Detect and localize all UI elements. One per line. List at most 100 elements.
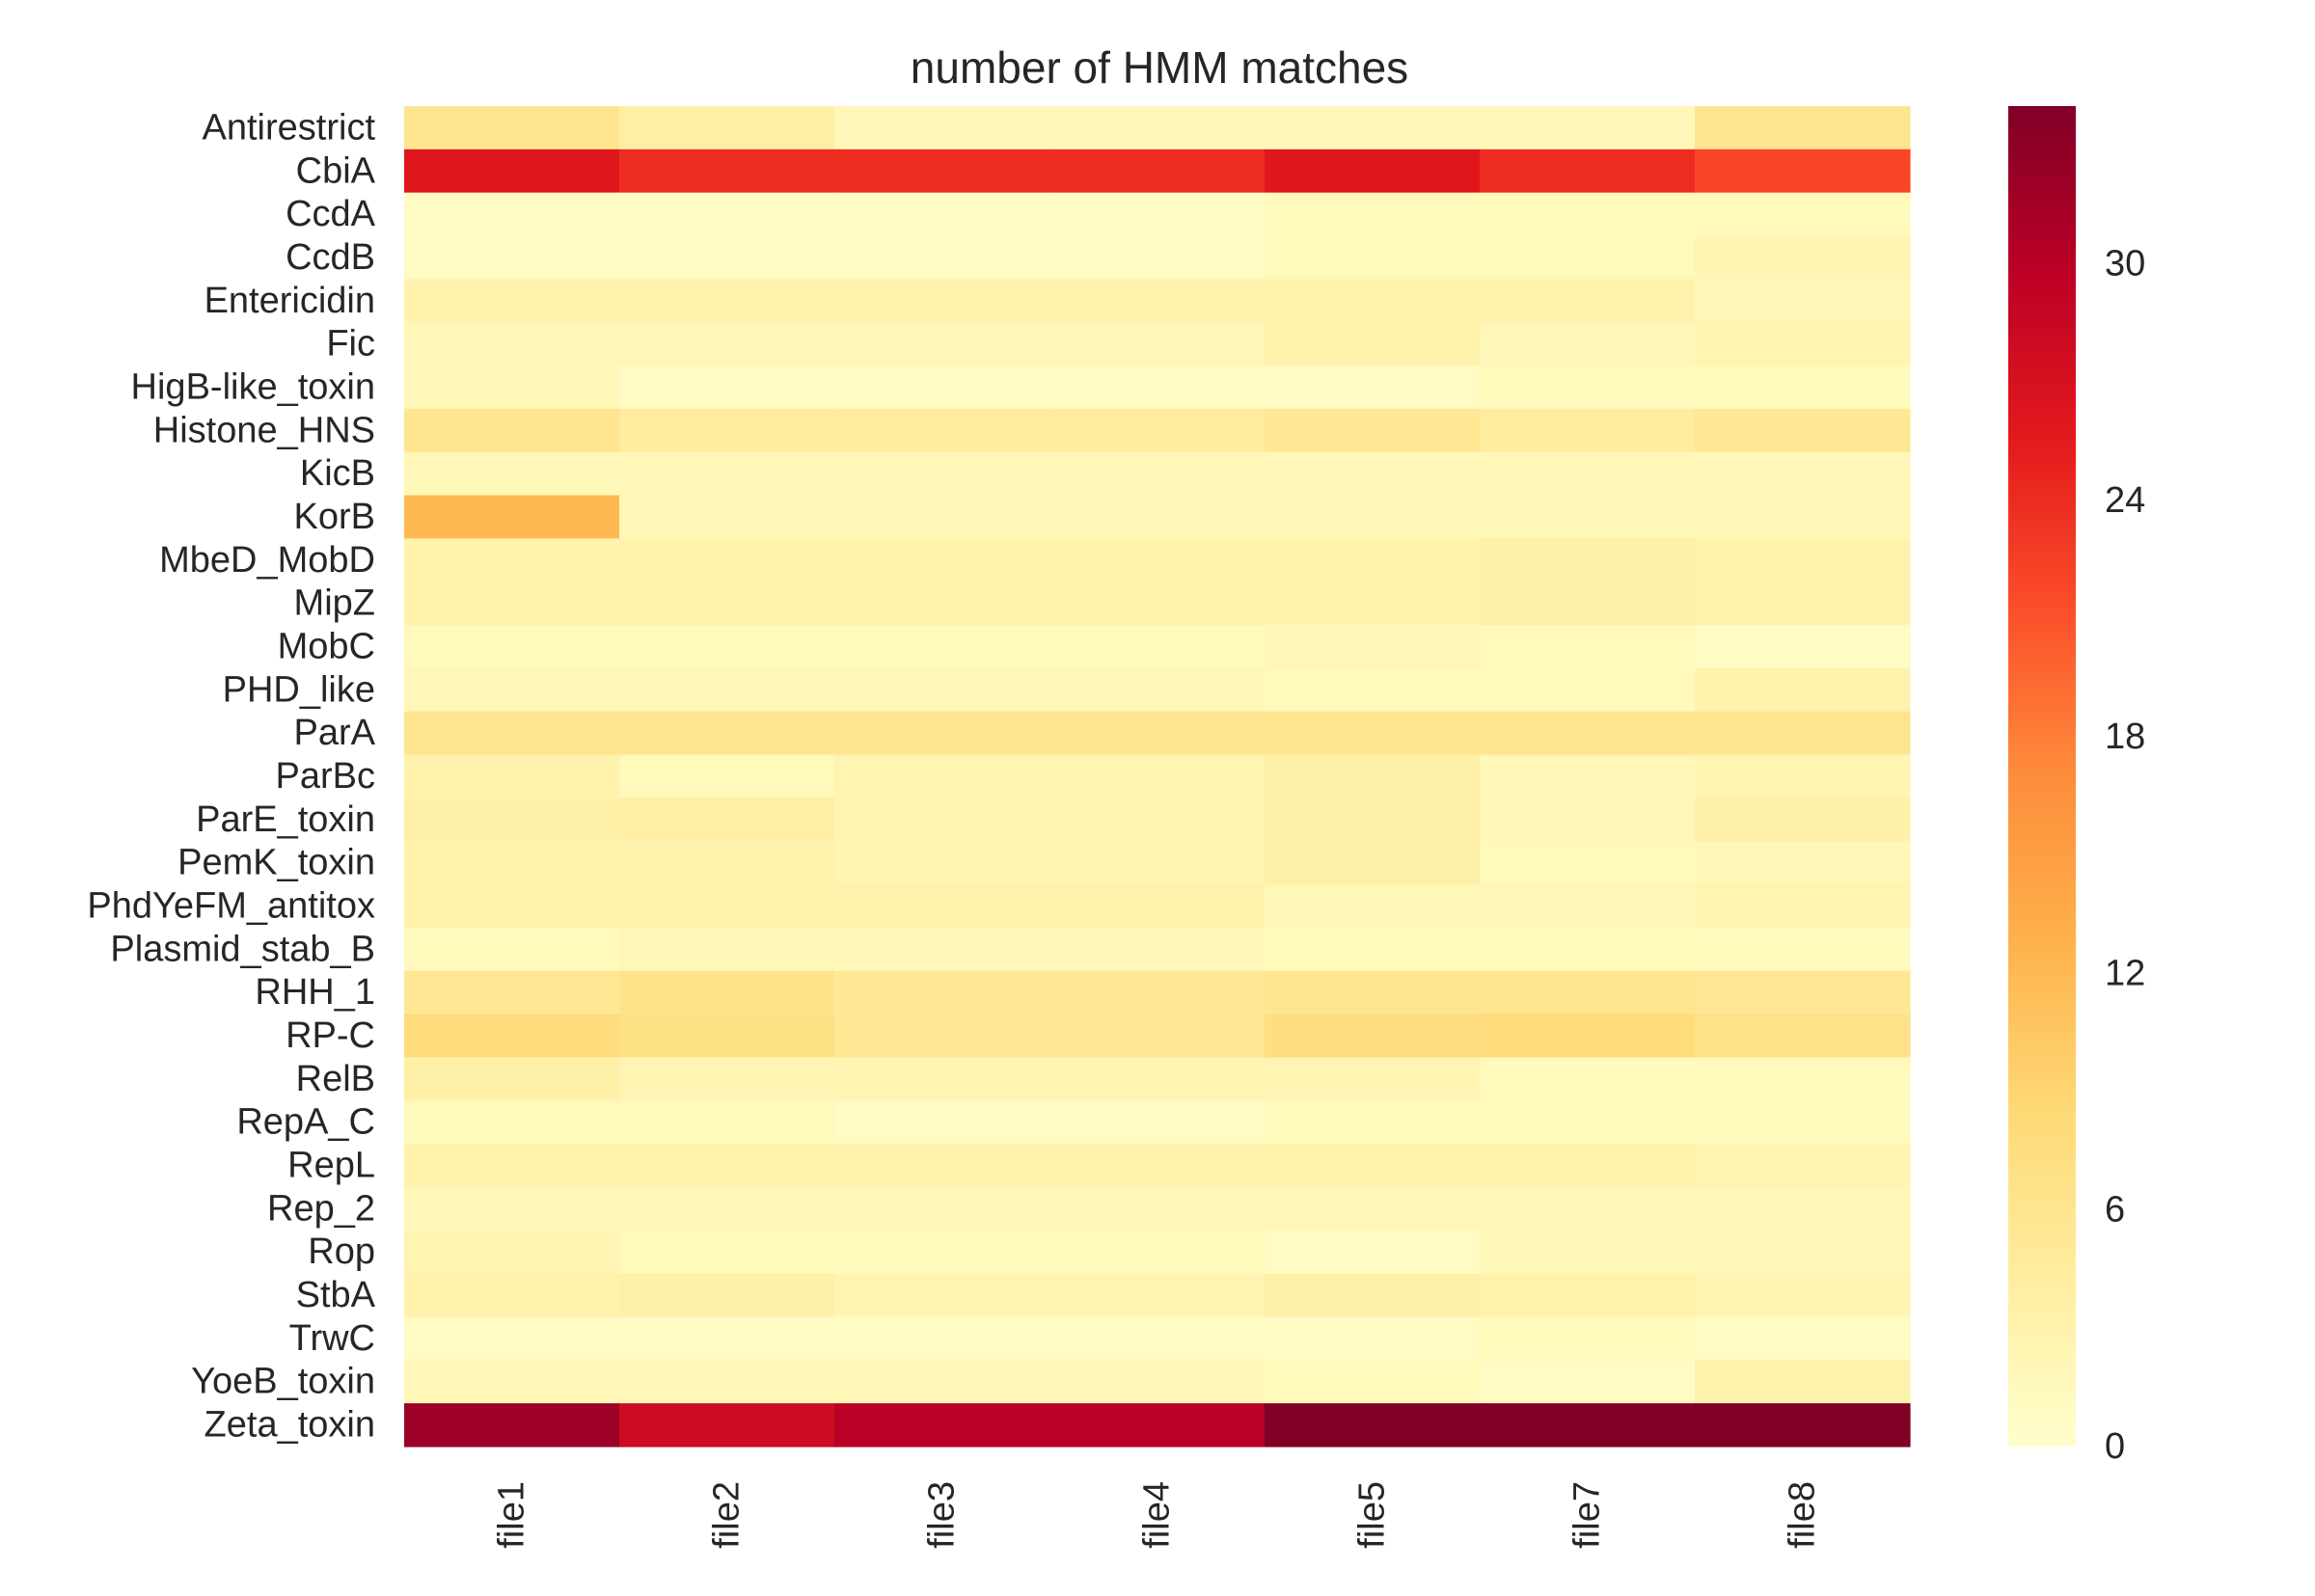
heatmap-cell-CcdB-file5 — [1265, 235, 1481, 280]
row-label-ParA: ParA — [294, 713, 376, 753]
heatmap-cell-TrwC-file4 — [1049, 1316, 1266, 1361]
heatmap-cell-StbA-file3 — [834, 1273, 1050, 1318]
row-label-KicB: KicB — [300, 453, 375, 494]
row-label-ParE_toxin: ParE_toxin — [196, 799, 375, 840]
heatmap-cell-PHD_like-file8 — [1695, 667, 1911, 713]
heatmap-cell-RHH_1-file5 — [1265, 970, 1481, 1015]
heatmap-cell-Rep_2-file5 — [1265, 1186, 1481, 1231]
heatmap-cell-PemK_toxin-file8 — [1695, 841, 1911, 885]
heatmap-cell-TrwC-file8 — [1695, 1316, 1911, 1361]
heatmap-cell-RepL-file3 — [834, 1144, 1050, 1188]
heatmap-cell-Plasmid_stab_B-file5 — [1265, 927, 1481, 972]
heatmap-cell-KorB-file1 — [404, 495, 620, 539]
heatmap-cell-PemK_toxin-file5 — [1265, 841, 1481, 885]
heatmap-cell-Rop-file5 — [1265, 1230, 1481, 1275]
heatmap-cell-Fic-file4 — [1049, 322, 1266, 366]
heatmap-cell-YoeB_toxin-file7 — [1480, 1360, 1696, 1404]
heatmap-cell-RHH_1-file2 — [619, 970, 835, 1015]
heatmap-cell-RelB-file5 — [1265, 1057, 1481, 1101]
heatmap-cell-RP-C-file8 — [1695, 1014, 1911, 1059]
heatmap-cell-YoeB_toxin-file4 — [1049, 1360, 1266, 1404]
heatmap-cell-PhdYeFM_antitox-file4 — [1049, 884, 1266, 929]
heatmap-cell-Histone_HNS-file1 — [404, 408, 620, 453]
heatmap-cell-Histone_HNS-file8 — [1695, 408, 1911, 453]
heatmap-cell-KorB-file7 — [1480, 495, 1696, 539]
heatmap-cell-RepL-file4 — [1049, 1144, 1266, 1188]
row-label-Plasmid_stab_B: Plasmid_stab_B — [110, 929, 375, 969]
colorbar-tick-12: 12 — [2105, 953, 2145, 993]
heatmap-cell-ParBc-file5 — [1265, 754, 1481, 799]
heatmap-cell-ParBc-file2 — [619, 754, 835, 799]
row-label-PemK_toxin: PemK_toxin — [177, 843, 375, 883]
heatmap-cell-CcdA-file7 — [1480, 192, 1696, 237]
column-label-file5: file5 — [1352, 1481, 1393, 1549]
heatmap-cell-PhdYeFM_antitox-file2 — [619, 884, 835, 929]
heatmap-cell-PhdYeFM_antitox-file8 — [1695, 884, 1911, 929]
heatmap-cell-CcdB-file4 — [1049, 235, 1266, 280]
column-labels: file1 file2 file3 file4 file5 file7 file8 — [492, 1481, 1823, 1549]
heatmap-cell-KicB-file5 — [1265, 451, 1481, 497]
heatmap-cell-Fic-file3 — [834, 322, 1050, 366]
heatmap-cell-CcdB-file7 — [1480, 235, 1696, 280]
heatmap-cell-PHD_like-file1 — [404, 667, 620, 713]
heatmap-cell-Zeta_toxin-file5 — [1265, 1403, 1481, 1447]
heatmap-cell-RP-C-file5 — [1265, 1014, 1481, 1059]
heatmap-cell-CbiA-file5 — [1265, 149, 1481, 194]
heatmap-cell-MbeD_MobD-file3 — [834, 538, 1050, 582]
heatmap-cell-Rop-file4 — [1049, 1230, 1266, 1275]
colorbar-tick-18: 18 — [2105, 717, 2145, 757]
heatmap-cell-MbeD_MobD-file1 — [404, 538, 620, 582]
heatmap-cell-Rep_2-file4 — [1049, 1186, 1266, 1231]
heatmap-cell-TrwC-file1 — [404, 1316, 620, 1361]
heatmap-cell-Rep_2-file7 — [1480, 1186, 1696, 1231]
heatmap-cell-RP-C-file4 — [1049, 1014, 1266, 1059]
heatmap-cell-CbiA-file4 — [1049, 149, 1266, 194]
row-label-Zeta_toxin: Zeta_toxin — [204, 1405, 375, 1446]
heatmap-cell-Entericidin-file1 — [404, 279, 620, 323]
heatmap-cell-ParA-file7 — [1480, 711, 1696, 756]
heatmap-cell-Fic-file5 — [1265, 322, 1481, 366]
heatmap-cell-RP-C-file1 — [404, 1014, 620, 1059]
heatmap-cell-CcdB-file3 — [834, 235, 1050, 280]
heatmap-cell-MipZ-file1 — [404, 582, 620, 626]
heatmap-cell-RelB-file4 — [1049, 1057, 1266, 1101]
row-label-KorB: KorB — [294, 497, 375, 537]
heatmap-cell-MobC-file7 — [1480, 625, 1696, 669]
heatmap-cell-ParBc-file1 — [404, 754, 620, 799]
heatmap-cell-ParA-file8 — [1695, 711, 1911, 756]
row-label-CbiA: CbiA — [296, 150, 376, 191]
heatmap-cell-CbiA-file3 — [834, 149, 1050, 194]
heatmap-cell-Histone_HNS-file7 — [1480, 408, 1696, 453]
heatmap-cell-CcdB-file8 — [1695, 235, 1911, 280]
row-label-PhdYeFM_antitox: PhdYeFM_antitox — [87, 886, 375, 927]
heatmap-cell-MbeD_MobD-file5 — [1265, 538, 1481, 582]
row-label-Fic: Fic — [326, 324, 375, 365]
heatmap-cell-YoeB_toxin-file1 — [404, 1360, 620, 1404]
row-label-HigB-like_toxin: HigB-like_toxin — [131, 366, 375, 407]
heatmap-cell-CcdA-file5 — [1265, 192, 1481, 237]
row-label-MbeD_MobD: MbeD_MobD — [159, 540, 375, 581]
row-label-RelB: RelB — [296, 1059, 375, 1099]
heatmap-cell-PhdYeFM_antitox-file3 — [834, 884, 1050, 929]
heatmap-cell-HigB-like_toxin-file5 — [1265, 365, 1481, 410]
heatmap-cell-RepL-file1 — [404, 1144, 620, 1188]
heatmap-cell-HigB-like_toxin-file8 — [1695, 365, 1911, 410]
row-label-StbA: StbA — [296, 1275, 376, 1315]
heatmap-cell-RHH_1-file4 — [1049, 970, 1266, 1015]
heatmap-cell-CcdA-file8 — [1695, 192, 1911, 237]
heatmap-cell-YoeB_toxin-file8 — [1695, 1360, 1911, 1404]
heatmap-cell-ParBc-file8 — [1695, 754, 1911, 799]
heatmap-cell-RepA_C-file3 — [834, 1100, 1050, 1145]
row-label-TrwC: TrwC — [289, 1318, 375, 1359]
heatmap-cell-PemK_toxin-file7 — [1480, 841, 1696, 885]
column-label-file2: file2 — [707, 1481, 748, 1549]
row-label-Rop: Rop — [308, 1231, 375, 1272]
heatmap-cell-RepA_C-file7 — [1480, 1100, 1696, 1145]
heatmap-cell-Entericidin-file2 — [619, 279, 835, 323]
heatmap-cell-Rop-file8 — [1695, 1230, 1911, 1275]
heatmap-cell-KicB-file7 — [1480, 451, 1696, 497]
heatmap-cell-Plasmid_stab_B-file4 — [1049, 927, 1266, 972]
heatmap-cell-MobC-file4 — [1049, 625, 1266, 669]
heatmap-cell-KicB-file1 — [404, 451, 620, 497]
